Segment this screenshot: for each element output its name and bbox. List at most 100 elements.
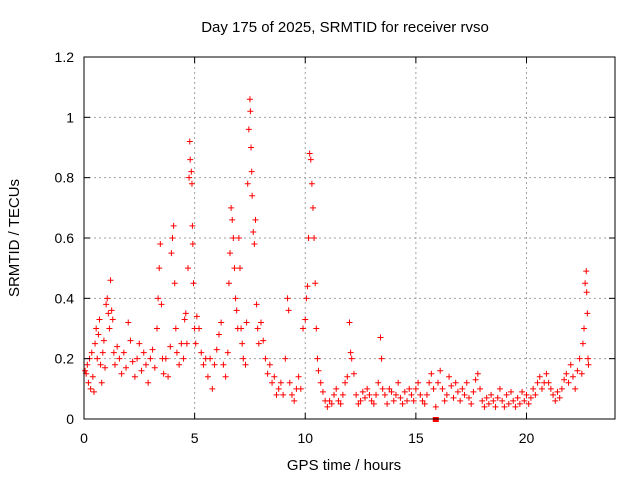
data-point: [200, 361, 207, 368]
data-point: [534, 379, 541, 386]
data-point: [171, 280, 178, 287]
data-point: [421, 400, 428, 407]
data-point: [184, 265, 191, 272]
data-point: [131, 373, 138, 380]
data-point: [448, 382, 455, 389]
data-point: [335, 397, 342, 404]
data-point: [198, 349, 205, 356]
data-point: [297, 385, 304, 392]
data-point: [381, 391, 388, 398]
data-point: [552, 397, 559, 404]
data-point: [519, 388, 526, 395]
data-point: [547, 385, 554, 392]
data-point: [94, 355, 101, 362]
data-point: [430, 385, 437, 392]
data-point: [488, 391, 495, 398]
data-point: [246, 96, 253, 103]
data-point: [180, 355, 187, 362]
data-point: [465, 394, 472, 401]
data-point: [583, 289, 590, 296]
x-tick-label: 15: [408, 430, 424, 446]
data-point: [151, 364, 158, 371]
data-point: [512, 403, 519, 410]
data-point: [118, 370, 125, 377]
data-point: [479, 397, 486, 404]
data-point: [95, 331, 102, 338]
data-point: [147, 355, 154, 362]
data-point: [408, 391, 415, 398]
data-point: [211, 361, 218, 368]
data-point: [108, 307, 115, 314]
data-point: [230, 235, 237, 241]
data-point: [317, 379, 324, 386]
data-point: [375, 379, 382, 386]
data-point: [530, 385, 537, 392]
data-point: [348, 355, 355, 362]
data-point: [100, 337, 107, 344]
data-point: [99, 349, 106, 356]
data-point: [176, 361, 183, 368]
data-point: [242, 361, 249, 368]
data-point: [481, 403, 488, 410]
data-point: [331, 391, 338, 398]
data-point: [262, 355, 269, 362]
y-axis-title: SRMTID / TECUs: [6, 179, 23, 297]
data-point: [503, 391, 510, 398]
data-point: [556, 394, 563, 401]
data-point: [238, 325, 245, 332]
y-tick-label: 1.2: [55, 49, 75, 65]
data-point: [550, 391, 557, 398]
data-point: [496, 385, 503, 392]
data-point: [103, 301, 110, 308]
data-point: [114, 343, 121, 350]
data-point: [395, 379, 402, 386]
data-point: [543, 370, 550, 377]
data-point: [441, 397, 448, 404]
data-point: [494, 394, 501, 401]
data-point: [428, 370, 435, 377]
data-point: [84, 361, 91, 368]
data-point: [319, 388, 326, 395]
data-point: [82, 367, 89, 374]
data-point: [333, 385, 340, 392]
data-point: [490, 397, 497, 404]
data-point: [303, 295, 310, 302]
data-point: [160, 370, 167, 377]
data-point: [249, 192, 256, 199]
data-point: [463, 379, 470, 386]
data-point: [412, 385, 419, 392]
data-point: [116, 355, 123, 362]
data-point: [370, 400, 377, 407]
data-point: [525, 400, 532, 407]
data-point: [127, 337, 134, 344]
data-point: [252, 216, 259, 223]
data-point: [233, 307, 240, 314]
data-point: [474, 370, 481, 377]
data-point: [305, 235, 312, 241]
data-point: [452, 379, 459, 386]
y-tick-label: 0.6: [55, 230, 75, 246]
data-point: [244, 180, 251, 187]
data-point: [300, 325, 307, 332]
data-point: [196, 325, 203, 332]
data-point: [110, 349, 117, 356]
data-point: [579, 340, 586, 347]
data-point: [377, 334, 384, 341]
data-point: [172, 325, 179, 332]
data-point: [255, 340, 262, 347]
data-point: [149, 346, 156, 353]
data-point: [314, 355, 321, 362]
data-point: [280, 391, 287, 398]
data-point: [240, 355, 247, 362]
data-point: [326, 397, 333, 404]
data-point: [87, 385, 94, 392]
data-point: [92, 340, 99, 347]
data-point: [435, 379, 441, 386]
data-point: [366, 391, 373, 398]
data-point: [225, 280, 232, 287]
data-point: [585, 355, 592, 362]
data-point: [120, 349, 127, 356]
data-point: [558, 385, 565, 392]
data-point: [561, 376, 568, 383]
y-tick-label: 0.2: [55, 351, 75, 367]
